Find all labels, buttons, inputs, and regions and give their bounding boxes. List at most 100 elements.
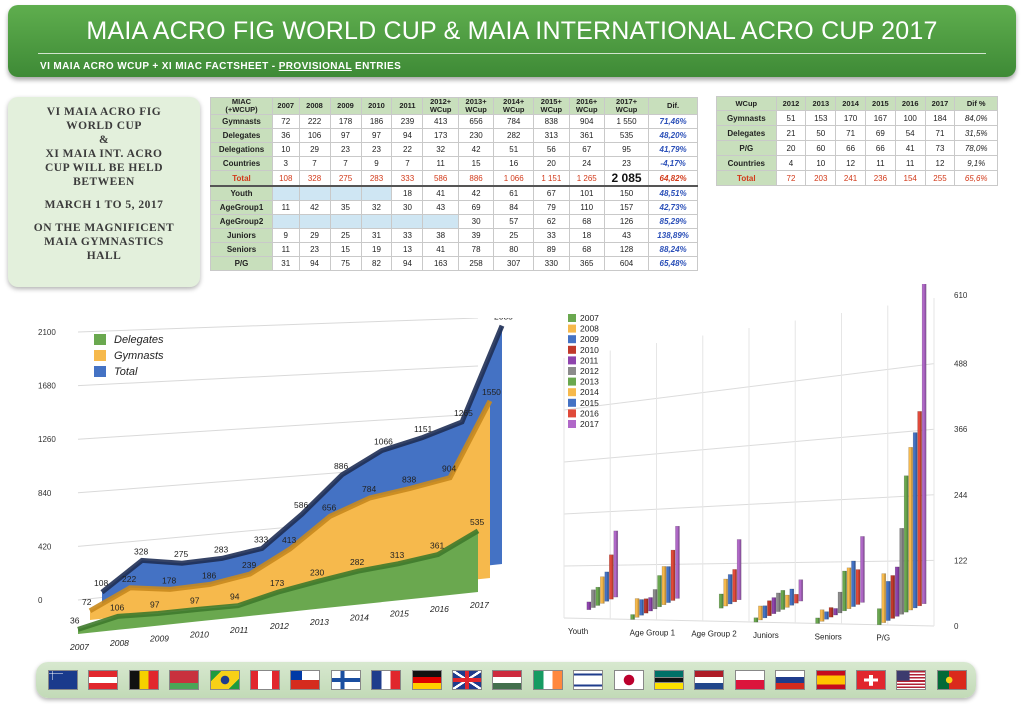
miac-table-cell: 67 [533, 185, 570, 201]
bar-legend-swatch [568, 314, 576, 322]
wcup-table-cell: 66 [864, 140, 896, 156]
miac-table-cell: 138,89% [648, 227, 698, 243]
canada-flag [250, 670, 280, 690]
miac-table-cell: 656 [457, 114, 495, 129]
area-data-label: 1265 [454, 408, 473, 418]
miac-table-cell: 78 [457, 241, 495, 257]
bar-shade [906, 475, 909, 613]
miac-table-cell: 282 [493, 128, 535, 143]
miac-table-cell: 157 [603, 199, 650, 215]
area-data-label: 94 [230, 592, 240, 602]
bar-age-group-2-2013 [718, 593, 724, 609]
miac-table-cell: 41 [422, 185, 459, 201]
miac-table-cell: 43 [422, 199, 459, 215]
miac-table-cell: 108 [271, 170, 300, 187]
wcup-table-cell: 78,0% [954, 140, 998, 156]
miac-table-cell: 15 [329, 241, 362, 257]
miac-table-row: Delegations 10 29 23 23 22 32 42 51 56 67 95 41,79% [210, 142, 698, 157]
area-data-label: 904 [442, 464, 456, 474]
miac-table-cell: 15 [457, 156, 495, 171]
bar-y-tick: 0 [954, 622, 959, 631]
miac-table-cell: 43 [603, 227, 650, 243]
miac-table-cell: 110 [568, 199, 605, 215]
bar-shade [897, 566, 900, 617]
area-data-label: 97 [190, 595, 200, 605]
miac-table-cell: 41 [422, 241, 459, 257]
austria-flag [88, 670, 119, 690]
miac-table-cell: 106 [298, 128, 331, 143]
area-series-rim [88, 399, 493, 613]
australia-flag [48, 670, 78, 690]
bar-youth-2014 [600, 576, 605, 604]
miac-table-cell: 42,73% [648, 199, 698, 215]
bar-juniors-2008 [758, 605, 763, 621]
wcup-table-cell: 71 [835, 125, 866, 141]
miac-table-cell: 18 [568, 227, 605, 243]
area-data-label: 1066 [374, 437, 393, 447]
page-subtitle: VI MAIA ACRO WCUP + XI MIAC FACTSHEET - … [40, 61, 401, 72]
miac-table-cell: 9 [360, 156, 393, 171]
miac-table-cell: 62 [533, 213, 570, 229]
bar-legend-swatch [568, 367, 576, 375]
miac-table-cell: 20 [533, 156, 570, 171]
page-title: MAIA ACRO FIG WORLD CUP & MAIA INTERNATI… [86, 17, 938, 45]
bar-age-group-1-2014 [661, 566, 667, 605]
miac-table-cell [329, 185, 362, 201]
miac-table-cell: 68 [568, 213, 605, 229]
bar-legend-swatch [568, 420, 576, 428]
miac-table-row: AgeGroup1 11 42 35 32 30 43 69 84 79 110 157 42,73% [210, 199, 698, 215]
area-x-tick: 2016 [429, 604, 449, 614]
bar-shade [915, 432, 918, 608]
bar-shade [598, 587, 600, 606]
bar-x-tick: Youth [568, 627, 588, 636]
miac-table-cell: 16 [493, 156, 535, 171]
miac-table-cell: 82 [360, 255, 393, 271]
miac-table-cell: 365 [568, 255, 605, 271]
bar-chart-svg: 0 122 244 366 488 610 Youth Age Group 1 Age Grou… [563, 280, 968, 643]
bar-x-tick: Seniors [815, 632, 842, 641]
wcup-table-header-6: 2017 [924, 96, 956, 111]
bar-shade [655, 589, 658, 609]
finland-flag [330, 670, 361, 690]
bar-shade [739, 539, 742, 600]
area-x-tick: 2014 [349, 613, 369, 623]
miac-table-cell: 535 [603, 128, 650, 143]
miac-table-cell: 283 [360, 170, 393, 187]
area-x-tick: 2007 [69, 642, 89, 652]
miac-table-cell: 1 151 [533, 170, 570, 187]
bar-p-g-2010 [890, 575, 896, 619]
miac-table-cell [298, 185, 331, 201]
bar-age-group-1-2008 [634, 598, 640, 618]
miac-table-row-label: Delegations [210, 142, 273, 157]
area-data-label: 535 [470, 517, 484, 527]
bar-p-g-2015 [912, 432, 918, 609]
bar-shade [730, 574, 733, 604]
miac-table-row: P/G 31 94 75 82 94 163 258 307 330 365 604 65,48% [210, 255, 698, 271]
area-data-label: 97 [150, 599, 160, 609]
miac-table-header-4: 2010 [360, 97, 393, 115]
area-data-label: 886 [334, 461, 348, 471]
wcup-table-cell: 154 [894, 170, 926, 186]
bar-legend-label: 2013 [580, 377, 599, 387]
wcup-table-cell: 51 [775, 110, 807, 126]
area-data-label: 239 [242, 560, 256, 570]
wcup-table-cell: 41 [894, 140, 926, 156]
bar-shade [637, 598, 640, 618]
miac-table-row: Seniors 11 23 15 19 13 41 78 80 89 68 128 88,24% [210, 241, 698, 257]
bar-shade [589, 601, 591, 610]
miac-table-cell: 150 [603, 185, 650, 201]
miac-table-row-label: P/G [210, 255, 273, 271]
bar-p-g-2011 [894, 566, 900, 617]
bar-legend-swatch [568, 324, 576, 333]
miac-table-cell: 11 [422, 156, 459, 171]
bar-shade [633, 614, 635, 620]
bar-x-tick: Age Group 1 [630, 628, 676, 637]
bar-age-group-1-2007 [630, 614, 635, 620]
wcup-table-row-label: Gymnasts [716, 110, 777, 126]
miac-table-cell: 94 [391, 255, 424, 271]
miac-table-cell: 80 [493, 241, 535, 257]
bar-age-group-2-2015 [727, 574, 733, 605]
bar-shade [641, 599, 644, 616]
bar-juniors-2007 [753, 617, 759, 623]
